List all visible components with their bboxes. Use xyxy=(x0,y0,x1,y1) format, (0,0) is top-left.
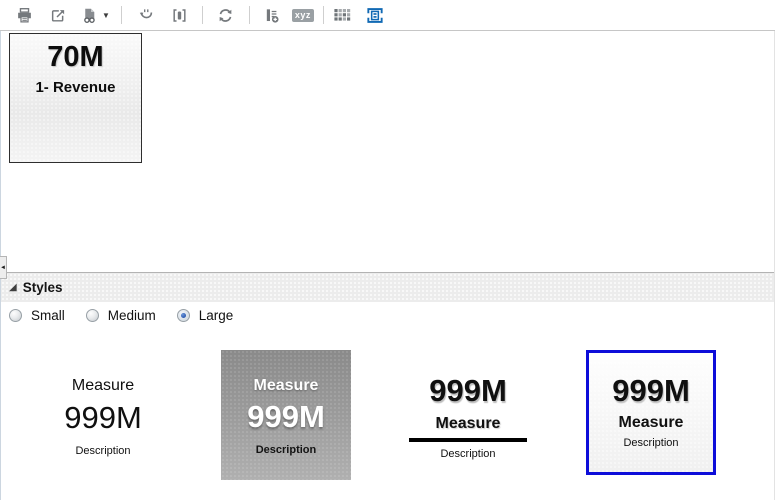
sample-description: Description xyxy=(440,448,496,460)
sample-divider-rule xyxy=(409,438,527,442)
panel-collapse-handle[interactable]: ◄ xyxy=(0,256,7,279)
radio-medium-label: Medium xyxy=(107,307,156,323)
radio-large-label: Large xyxy=(198,307,234,323)
add-list-icon xyxy=(263,7,280,24)
export-icon xyxy=(50,7,67,24)
collapse-arrow-icon: ◄ xyxy=(0,264,6,271)
style-samples-row: Measure 999M Description Measure 999M De… xyxy=(1,328,774,500)
tile-preview-area: 70M 1- Revenue xyxy=(0,31,775,272)
print-icon xyxy=(16,7,33,24)
styles-section-title: Styles xyxy=(22,280,63,295)
style-sample-underline[interactable]: 999M Measure Description xyxy=(403,350,533,478)
radio-option-small[interactable]: Small xyxy=(9,308,86,323)
tile-measure-label: 1- Revenue xyxy=(35,79,116,96)
edit-brackets-icon xyxy=(171,7,188,24)
curved-arrow-icon xyxy=(138,7,155,24)
styles-panel: ◢ Styles Small Medium Large Measure 999M… xyxy=(0,272,775,500)
sample-description: Description xyxy=(623,437,679,449)
xyz-button[interactable]: xyz xyxy=(291,2,314,28)
copy-options-icon xyxy=(81,7,98,24)
tile-view-button-active[interactable] xyxy=(363,2,387,28)
size-radio-group: Small Medium Large xyxy=(1,302,774,328)
export-button[interactable] xyxy=(48,2,68,28)
style-sample-gray[interactable]: Measure 999M Description xyxy=(221,350,351,480)
toolbar-separator xyxy=(322,6,324,24)
grid-view-button[interactable] xyxy=(332,2,352,28)
toolbar-separator xyxy=(201,6,203,24)
curved-arrow-button[interactable] xyxy=(137,2,157,28)
sample-value: 999M xyxy=(64,400,142,435)
sample-description: Description xyxy=(75,445,131,457)
grid-view-icon xyxy=(333,7,351,23)
tile-view-icon xyxy=(365,5,385,26)
disclosure-triangle-icon: ◢ xyxy=(9,282,17,293)
style-sample-plain[interactable]: Measure 999M Description xyxy=(38,350,168,478)
refresh-button[interactable] xyxy=(216,2,236,28)
xyz-icon: xyz xyxy=(291,8,314,22)
print-button[interactable] xyxy=(14,2,34,28)
copy-options-button[interactable]: ▼ xyxy=(81,2,110,28)
sample-measure-label: Measure xyxy=(618,414,684,431)
refresh-icon xyxy=(217,7,234,24)
radio-large-selected[interactable] xyxy=(176,308,190,322)
sample-description: Description xyxy=(255,444,317,456)
toolbar-separator xyxy=(120,6,122,24)
dropdown-caret-icon[interactable]: ▼ xyxy=(102,10,110,20)
sample-measure-label: Measure xyxy=(253,377,319,394)
toolbar-separator xyxy=(248,6,250,24)
radio-option-medium[interactable]: Medium xyxy=(85,307,177,323)
sample-measure-label: Measure xyxy=(435,415,501,432)
toolbar: ▼ xyxy=(0,0,775,31)
radio-medium[interactable] xyxy=(85,308,99,322)
style-sample-selected[interactable]: 999M Measure Description xyxy=(586,350,716,475)
radio-option-large[interactable]: Large xyxy=(176,307,255,323)
sample-value: 999M xyxy=(612,373,690,408)
sample-value: 999M xyxy=(429,373,507,408)
performance-tile-preview[interactable]: 70M 1- Revenue xyxy=(9,33,142,163)
sample-measure-label: Measure xyxy=(71,377,135,394)
radio-small-label: Small xyxy=(31,307,65,323)
edit-brackets-button[interactable] xyxy=(170,2,190,28)
styles-section-header[interactable]: ◢ Styles xyxy=(1,272,774,302)
radio-small[interactable] xyxy=(9,308,22,322)
sample-value: 999M xyxy=(247,399,325,434)
tile-measure-value: 70M xyxy=(47,41,104,73)
add-list-button[interactable] xyxy=(262,2,282,28)
